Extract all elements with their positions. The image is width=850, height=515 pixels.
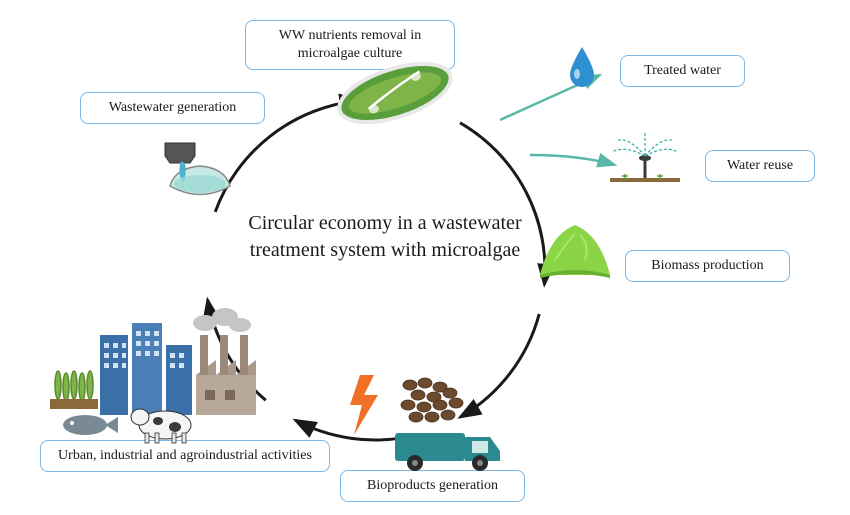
bioproducts-icon — [340, 365, 520, 475]
center-title: Circular economy in a wastewater treatme… — [245, 210, 525, 264]
label-water-reuse: Water reuse — [705, 150, 815, 182]
sprinkler-icon — [600, 130, 690, 190]
biomass-icon — [530, 215, 620, 285]
label-treated-water: Treated water — [620, 55, 745, 87]
label-wastewater: Wastewater generation — [80, 92, 265, 124]
label-biomass: Biomass production — [625, 250, 790, 282]
urban-industrial-icon — [40, 295, 280, 445]
wastewater-pipe-icon — [145, 128, 255, 208]
water-drop-icon — [562, 42, 602, 92]
bioreactor-icon — [330, 58, 460, 128]
